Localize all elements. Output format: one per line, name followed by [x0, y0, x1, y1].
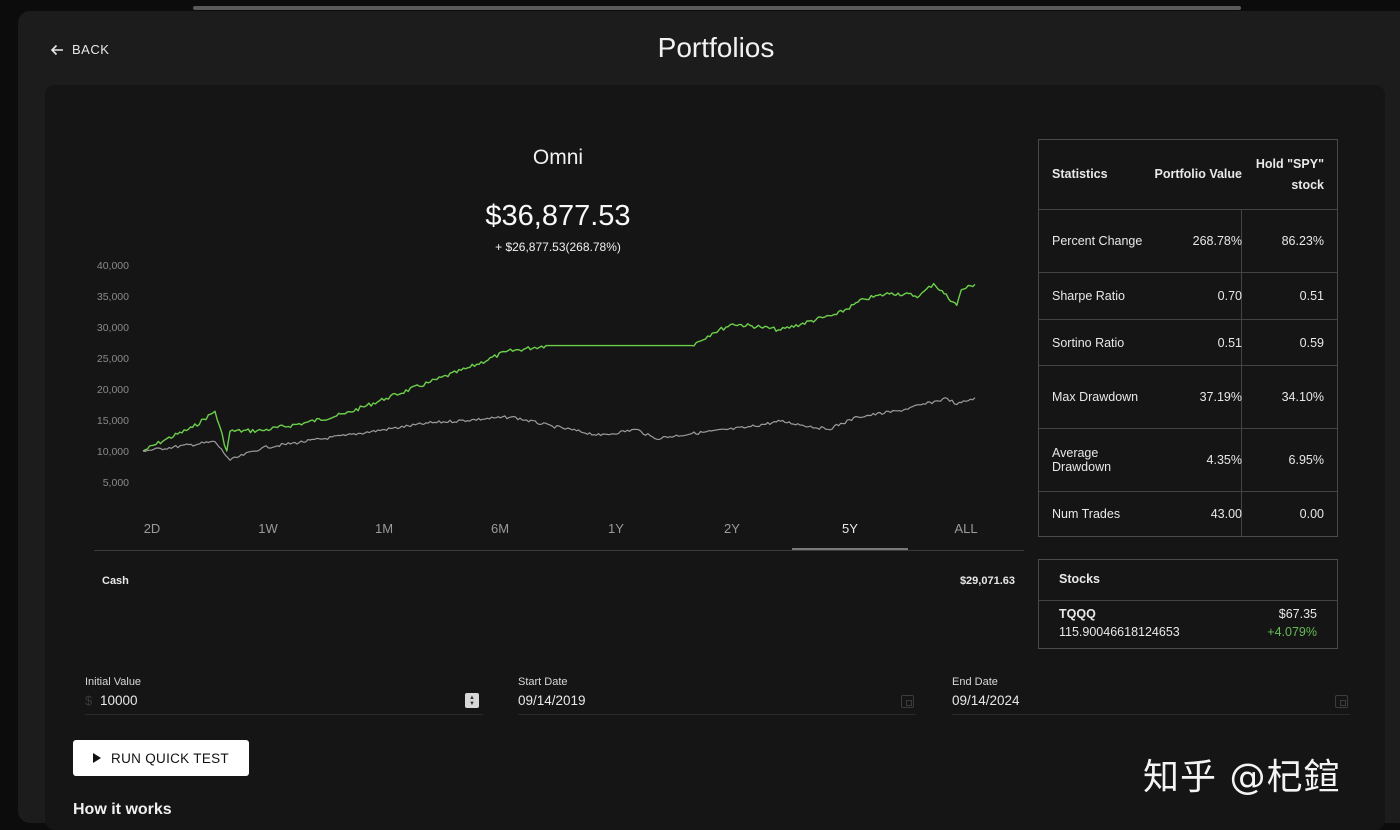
- table-row: Percent Change 268.78% 86.23%: [1039, 210, 1337, 273]
- range-divider: [94, 550, 1024, 551]
- stat-spy: 6.95%: [1288, 453, 1324, 467]
- run-quick-test-button[interactable]: RUN QUICK TEST: [73, 740, 249, 776]
- stat-spy: 34.10%: [1281, 390, 1324, 404]
- calendar-icon[interactable]: [1335, 695, 1348, 708]
- stat-spy: 0.51: [1299, 289, 1324, 303]
- stat-portfolio: 43.00: [1210, 507, 1242, 521]
- range-selector: 2D 1W 1M 6M 1Y 2Y 5Y ALL: [94, 519, 1024, 551]
- stat-portfolio: 0.51: [1217, 335, 1242, 350]
- stat-portfolio: 0.70: [1217, 289, 1242, 303]
- table-row: Sortino Ratio 0.51 0.59: [1039, 320, 1337, 366]
- initial-value-field[interactable]: Initial Value $ 10000 ▲ ▼: [85, 676, 483, 716]
- column-divider: [1241, 210, 1242, 536]
- start-date-field[interactable]: Start Date 09/14/2019: [518, 676, 916, 716]
- run-label: RUN QUICK TEST: [111, 750, 229, 766]
- range-5y[interactable]: 5Y: [792, 519, 908, 550]
- statistics-header: Statistics: [1052, 167, 1108, 181]
- start-date-label: Start Date: [518, 676, 568, 688]
- y-tick-label: 20,000: [97, 384, 129, 396]
- play-icon: [93, 753, 102, 763]
- stat-label: Percent Change: [1052, 234, 1143, 248]
- stat-label: Average Drawdown: [1052, 446, 1112, 474]
- initial-value-label: Initial Value: [85, 676, 142, 688]
- back-button[interactable]: BACK: [50, 42, 109, 57]
- stocks-card: Stocks TQQQ 115.90046618124653 $67.35 +4…: [1038, 559, 1338, 649]
- stocks-divider: [1039, 600, 1337, 601]
- portfolio-change: + $26,877.53(268.78%): [495, 240, 621, 254]
- end-date-field[interactable]: End Date 09/14/2024: [952, 676, 1350, 716]
- stat-label: Sharpe Ratio: [1052, 289, 1125, 303]
- cash-label: Cash: [102, 575, 129, 587]
- range-1w[interactable]: 1W: [258, 521, 278, 536]
- stat-label: Sortino Ratio: [1052, 335, 1125, 350]
- range-2d[interactable]: 2D: [143, 521, 161, 536]
- statistics-header-row: Statistics Portfolio Value Hold "SPY" st…: [1039, 140, 1337, 210]
- stat-portfolio: 4.35%: [1206, 453, 1242, 467]
- y-tick-label: 35,000: [97, 291, 129, 303]
- portfolio-value: $36,877.53: [485, 200, 631, 232]
- stock-symbol: TQQQ: [1059, 607, 1096, 621]
- table-row: Average Drawdown 4.35% 6.95%: [1039, 429, 1337, 492]
- table-row: Sharpe Ratio 0.70 0.51: [1039, 273, 1337, 320]
- window-top-bar: [193, 6, 1241, 10]
- stocks-title: Stocks: [1059, 572, 1100, 586]
- how-it-works-heading: How it works: [73, 801, 172, 818]
- y-tick-label: 5,000: [103, 477, 129, 489]
- y-tick-label: 40,000: [97, 260, 129, 272]
- y-tick-label: 15,000: [97, 415, 129, 427]
- stat-label: Num Trades: [1052, 507, 1121, 521]
- end-date-input[interactable]: 09/14/2024: [952, 693, 1020, 708]
- field-underline: [85, 714, 483, 715]
- y-tick-label: 30,000: [97, 322, 129, 334]
- portfolio-name: Omni: [532, 146, 584, 169]
- page-title: Portfolios: [657, 32, 775, 63]
- statistics-table: Statistics Portfolio Value Hold "SPY" st…: [1038, 139, 1338, 537]
- initial-value-input[interactable]: 10000: [100, 693, 138, 708]
- range-1y[interactable]: 1Y: [608, 521, 624, 536]
- stat-spy: 0.59: [1299, 335, 1324, 350]
- field-underline: [952, 714, 1350, 715]
- cash-value: $29,071.63: [959, 575, 1015, 587]
- stock-shares: 115.90046618124653: [1059, 625, 1180, 639]
- y-tick-label: 25,000: [97, 353, 129, 365]
- portfolio-value-header: Portfolio Value: [1154, 167, 1242, 181]
- range-all[interactable]: ALL: [954, 521, 978, 536]
- performance-chart: 40,000 35,000 30,000 25,000 20,000 15,000 10,0…: [97, 260, 976, 489]
- start-date-input[interactable]: 09/14/2019: [518, 693, 586, 708]
- value-stepper[interactable]: ▲ ▼: [465, 693, 479, 708]
- stat-spy: 86.23%: [1281, 234, 1324, 248]
- y-tick-label: 10,000: [97, 446, 129, 458]
- back-label: BACK: [72, 42, 110, 57]
- stat-portfolio: 268.78%: [1192, 234, 1242, 248]
- range-2y[interactable]: 2Y: [724, 521, 740, 536]
- end-date-label: End Date: [952, 676, 998, 688]
- arrow-left-icon: [50, 44, 63, 55]
- watermark: 知乎 @杞鍹: [1143, 757, 1341, 798]
- spy-header: Hold "SPY" stock: [1255, 156, 1324, 192]
- range-1m[interactable]: 1M: [374, 521, 394, 536]
- benchmark-series-line: [142, 397, 976, 461]
- stat-spy: 0.00: [1299, 507, 1324, 521]
- stat-portfolio: 37.19%: [1199, 390, 1242, 404]
- calendar-icon[interactable]: [901, 695, 914, 708]
- field-underline: [518, 714, 916, 715]
- stock-change: +4.079%: [1267, 625, 1317, 639]
- range-6m[interactable]: 6M: [490, 521, 510, 536]
- portfolio-series-line: [142, 282, 976, 452]
- dollar-prefix: $: [85, 693, 93, 708]
- stat-label: Max Drawdown: [1052, 390, 1139, 404]
- stock-price: $67.35: [1278, 607, 1317, 621]
- table-row: Max Drawdown 37.19% 34.10%: [1039, 366, 1337, 429]
- table-row: Num Trades 43.00 0.00: [1039, 492, 1337, 536]
